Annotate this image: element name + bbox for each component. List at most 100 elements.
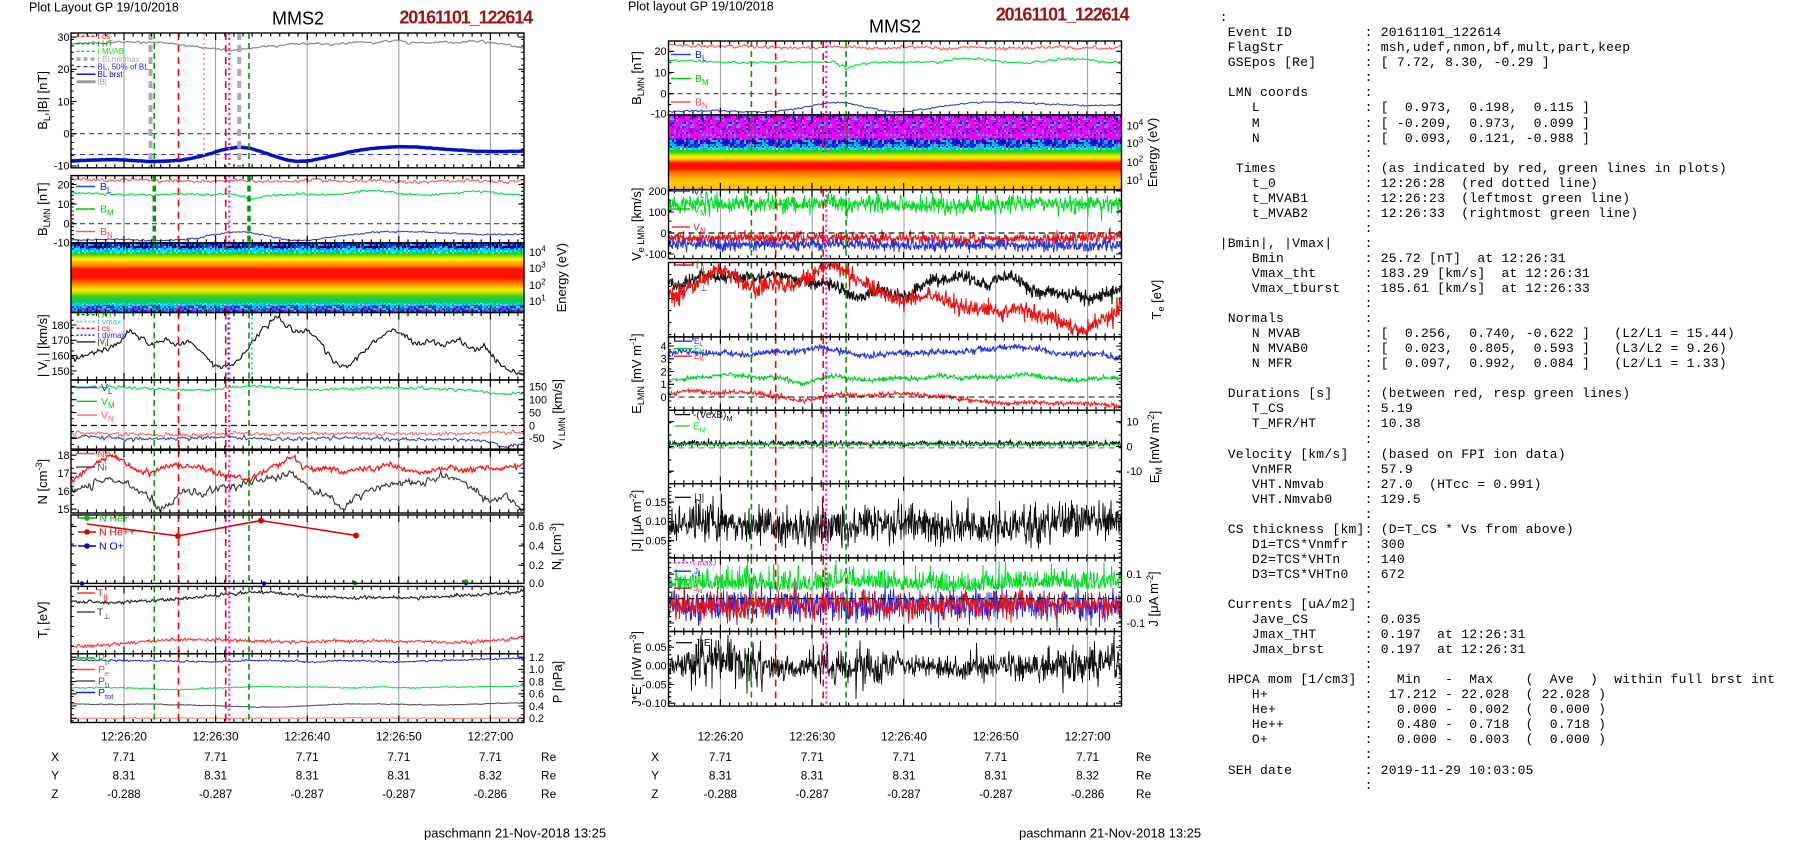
svg-text:BLMN​ [nT]: BLMN​ [nT] [629, 51, 646, 105]
svg-text:Vi LMN​ [km/s]: Vi LMN​ [km/s] [550, 379, 567, 449]
svg-text:7.71: 7.71 [893, 750, 916, 764]
svg-text:Re: Re [1136, 787, 1152, 801]
svg-text:|J| [μA m-2​]: |J| [μA m-2​] [628, 490, 644, 552]
svg-text:15: 15 [57, 504, 69, 516]
svg-text:10: 10 [57, 96, 69, 108]
svg-text:20: 20 [57, 179, 69, 191]
svg-text:0: 0 [63, 129, 69, 141]
svg-text:Ve LMN​ [km/s]: Ve LMN​ [km/s] [629, 187, 646, 260]
svg-text:104: 104 [1127, 118, 1144, 133]
svg-text:t HT: t HT [98, 40, 113, 49]
svg-text:0.1: 0.1 [1127, 569, 1142, 581]
svg-text:JN: JN [694, 584, 702, 595]
svg-text:BN: BN [695, 97, 708, 111]
svg-text:t cs: t cs [98, 32, 110, 41]
svg-text:0.10: 0.10 [645, 516, 666, 528]
svg-text:-0.287: -0.287 [887, 787, 920, 801]
svg-text:0: 0 [529, 420, 535, 432]
svg-text:12:27:00: 12:27:00 [1065, 730, 1111, 744]
svg-text:BM: BM [695, 73, 709, 87]
svg-text:103: 103 [1127, 136, 1144, 151]
svg-text:BL, 50% of BL: BL, 50% of BL [98, 62, 150, 71]
svg-text:EN: EN [694, 352, 704, 363]
svg-text:104: 104 [529, 245, 546, 260]
svg-text:10: 10 [654, 67, 666, 79]
svg-text:7.71: 7.71 [296, 750, 319, 764]
svg-text:t maxJ: t maxJ [693, 559, 717, 568]
svg-text:-0.286: -0.286 [1071, 787, 1105, 801]
svg-text:BN: BN [100, 226, 113, 240]
svg-text:0: 0 [1127, 441, 1133, 453]
svg-text:0.6: 0.6 [529, 689, 544, 701]
svg-text:Plot layout GP 19/10/2018: Plot layout GP 19/10/2018 [628, 0, 774, 14]
svg-text:Pb: Pb [98, 676, 109, 690]
svg-text:0.4: 0.4 [529, 701, 544, 713]
svg-text:101: 101 [529, 294, 546, 309]
svg-text:VM: VM [101, 396, 115, 410]
svg-text:-0.1: -0.1 [1127, 618, 1146, 630]
svg-text:Energy (eV): Energy (eV) [1145, 118, 1160, 187]
svg-text:100: 100 [529, 395, 547, 407]
svg-text:Ti​ [eV]: Ti​ [eV] [35, 602, 52, 639]
svg-text:Re: Re [541, 750, 557, 764]
svg-text:0.0: 0.0 [529, 578, 544, 590]
svg-text:20161101_122614: 20161101_122614 [996, 5, 1130, 25]
svg-text:BLMN​ [nT]: BLMN​ [nT] [35, 182, 52, 236]
svg-text:8.31: 8.31 [709, 769, 732, 783]
svg-text:0.00: 0.00 [645, 661, 666, 673]
svg-text:paschmann 21-Nov-2018 13:25: paschmann 21-Nov-2018 13:25 [424, 826, 606, 841]
svg-text:0: 0 [63, 219, 69, 231]
svg-text:10: 10 [57, 199, 69, 211]
svg-text:t MVAB: t MVAB [98, 47, 125, 56]
svg-text:-10: -10 [54, 237, 70, 249]
svg-text:2: 2 [660, 366, 666, 378]
svg-text:paschmann 21-Nov-2018 13:25: paschmann 21-Nov-2018 13:25 [1019, 826, 1201, 841]
svg-text:Te​ [eV]: Te​ [eV] [1149, 280, 1166, 320]
svg-text:Energy (eV): Energy (eV) [554, 243, 569, 312]
svg-text:1.0: 1.0 [529, 664, 544, 676]
svg-text:-0.287: -0.287 [290, 787, 323, 801]
svg-text:-10: -10 [1127, 466, 1143, 478]
svg-text:N O+: N O+ [99, 541, 124, 553]
svg-text:-10: -10 [54, 161, 70, 173]
svg-text:Re: Re [541, 787, 557, 801]
svg-text:BM: BM [100, 204, 114, 218]
svg-text:0: 0 [660, 89, 666, 101]
svg-text:ELMN​ [mV m-1​]: ELMN​ [mV m-1​] [628, 333, 646, 414]
svg-text:t dvmax: t dvmax [98, 331, 126, 340]
svg-text:Ni​ [cm-3​]: Ni​ [cm-3​] [548, 523, 566, 571]
svg-text:BL: BL [100, 181, 112, 195]
svg-text:12:27:00: 12:27:00 [467, 730, 513, 744]
svg-text:8.31: 8.31 [801, 769, 824, 783]
svg-text:1.2: 1.2 [529, 652, 544, 664]
svg-text:7.71: 7.71 [479, 750, 502, 764]
svg-text:12:26:20: 12:26:20 [101, 730, 147, 744]
svg-text:T||: T|| [694, 260, 705, 275]
svg-text:8.32: 8.32 [1076, 769, 1099, 783]
svg-text:-100: -100 [645, 249, 667, 261]
svg-text:170: 170 [51, 335, 69, 347]
svg-text:8.31: 8.31 [387, 769, 410, 783]
svg-text:7.71: 7.71 [113, 750, 136, 764]
svg-text:8.31: 8.31 [204, 769, 227, 783]
svg-text:J*E': J*E' [695, 638, 713, 649]
svg-text:EM: EM [694, 345, 704, 356]
svg-text:12:26:40: 12:26:40 [284, 730, 330, 744]
svg-text:150: 150 [51, 366, 69, 378]
svg-text:T||: T|| [97, 588, 108, 603]
svg-text:0.2: 0.2 [529, 560, 544, 572]
svg-text:|J|: |J| [694, 493, 704, 504]
svg-text:0: 0 [660, 228, 666, 240]
svg-text:8.31: 8.31 [984, 769, 1007, 783]
svg-text:7.71: 7.71 [801, 750, 824, 764]
svg-text:-0.286: -0.286 [474, 787, 508, 801]
svg-text:0.05: 0.05 [645, 536, 666, 548]
svg-text:t BLminmax: t BLminmax [98, 55, 140, 64]
svg-text:Ni: Ni [97, 462, 107, 474]
svg-text:3: 3 [660, 354, 666, 366]
svg-text:20161101_122614: 20161101_122614 [399, 7, 533, 27]
svg-text:160: 160 [51, 350, 69, 362]
svg-text:7.71: 7.71 [984, 750, 1007, 764]
svg-text:Ne: Ne [97, 448, 111, 460]
svg-text:30: 30 [57, 32, 69, 44]
